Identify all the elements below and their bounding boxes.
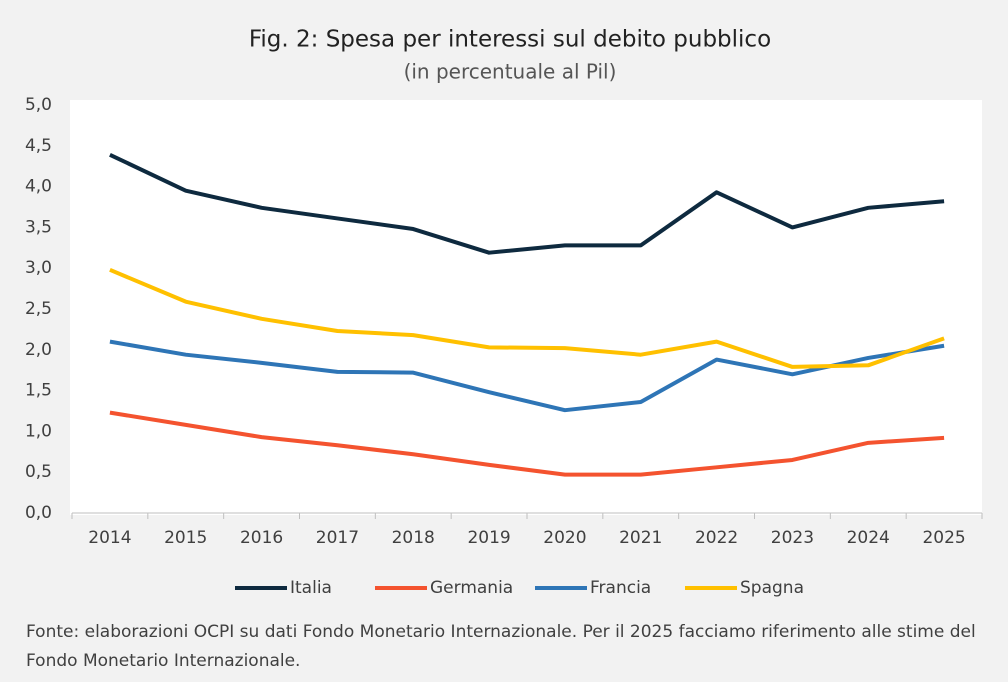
chart-title: Fig. 2: Spesa per interessi sul debito p… [249,27,771,53]
y-tick-label: 4,5 [25,136,52,156]
y-tick-label: 4,0 [25,177,52,197]
x-tick-label: 2023 [771,528,814,548]
chart: Fig. 2: Spesa per interessi sul debito p… [25,27,983,598]
x-tick-label: 2021 [619,528,662,548]
legend-label: Spagna [740,578,804,598]
legend-label: Francia [590,578,651,598]
footnote: Fonte: elaborazioni OCPI su dati Fondo M… [26,622,976,671]
x-tick-label: 2017 [316,528,359,548]
plot-area [70,100,982,515]
y-tick-label: 3,5 [25,217,52,237]
series-line [109,410,945,477]
x-tick-label: 2025 [922,528,965,548]
y-tick-label: 2,5 [25,299,52,319]
y-tick-label: 0,5 [25,462,52,482]
series-line [109,152,945,255]
x-tick-label: 2016 [240,528,283,548]
y-tick-label: 0,0 [25,503,52,523]
y-tick-label: 5,0 [25,95,52,115]
series-line [109,339,945,413]
x-tick-label: 2014 [88,528,131,548]
x-tick-label: 2015 [164,528,207,548]
y-tick-label: 3,0 [25,258,52,278]
chart-subtitle: (in percentuale al Pil) [404,60,617,84]
y-tick-label: 1,5 [25,381,52,401]
x-tick-label: 2022 [695,528,738,548]
x-tick-label: 2019 [467,528,510,548]
legend-label: Italia [290,578,332,598]
legend-label: Germania [430,578,513,598]
x-tick-label: 2020 [543,528,586,548]
x-tick-label: 2018 [392,528,435,548]
x-tick-label: 2024 [847,528,890,548]
series-line [109,267,945,369]
y-tick-label: 1,0 [25,421,52,441]
y-tick-label: 2,0 [25,340,52,360]
